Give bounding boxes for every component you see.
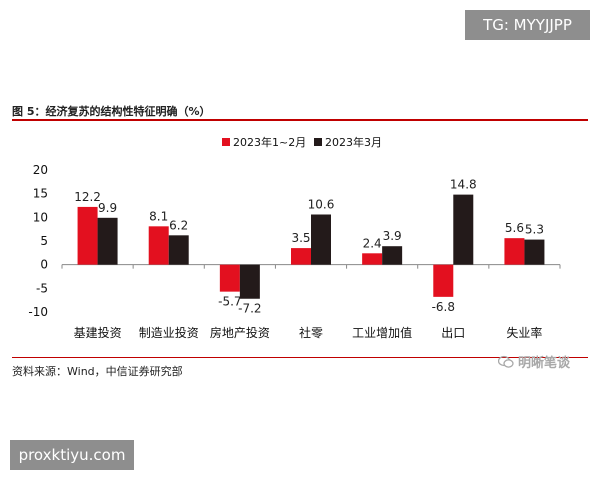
legend-swatch bbox=[314, 138, 322, 146]
data-label: 9.9 bbox=[98, 201, 117, 215]
title-divider bbox=[12, 119, 588, 121]
legend-swatch bbox=[222, 138, 230, 146]
data-label: -7.2 bbox=[238, 302, 261, 316]
category-label: 出口 bbox=[441, 326, 465, 340]
footer-divider bbox=[12, 357, 588, 358]
y-tick-label: 5 bbox=[40, 234, 48, 248]
category-label: 工业增加值 bbox=[352, 325, 412, 340]
category-label: 制造业投资 bbox=[139, 325, 199, 340]
bar bbox=[77, 206, 98, 265]
bar bbox=[311, 214, 331, 265]
y-tick-label: -10 bbox=[28, 305, 48, 319]
data-label: 6.2 bbox=[169, 218, 188, 232]
category-label: 社零 bbox=[299, 325, 323, 340]
legend-label: 2023年1~2月 bbox=[233, 135, 306, 149]
y-tick-label: 20 bbox=[33, 163, 48, 177]
watermark-bottom-badge: proxktiyu.com bbox=[10, 440, 134, 470]
bar bbox=[239, 264, 260, 299]
bar bbox=[524, 239, 545, 265]
data-label: 5.6 bbox=[505, 221, 524, 235]
bar bbox=[168, 235, 189, 265]
data-label: 3.5 bbox=[291, 231, 310, 245]
bar-chart: -10 -5 0 5 10 15 20 12.2 8.1 -5.7 3.5 2.4 -6.8 5.6 9.9… bbox=[28, 135, 561, 340]
category-label: 失业率 bbox=[506, 325, 542, 340]
data-label: -5.7 bbox=[218, 295, 241, 309]
y-tick-label: 15 bbox=[33, 187, 48, 201]
bar bbox=[362, 253, 383, 265]
watermark-top-badge: TG: MYYJJPP bbox=[465, 10, 590, 40]
data-label: 5.3 bbox=[525, 223, 544, 237]
bar bbox=[433, 264, 454, 297]
y-tick-label: -5 bbox=[36, 281, 48, 295]
bar bbox=[219, 264, 240, 292]
data-label: 8.1 bbox=[149, 209, 168, 223]
legend-label: 2023年3月 bbox=[325, 135, 382, 149]
y-tick-label: 0 bbox=[40, 258, 48, 272]
bar bbox=[453, 194, 474, 265]
data-label: 10.6 bbox=[308, 197, 335, 211]
wechat-icon bbox=[497, 355, 514, 369]
data-label: 2.4 bbox=[363, 236, 382, 250]
bar bbox=[291, 248, 311, 265]
data-label: -6.8 bbox=[432, 300, 455, 314]
wechat-watermark: 明晰笔谈 bbox=[497, 352, 571, 371]
wechat-label: 明晰笔谈 bbox=[518, 356, 571, 371]
bar bbox=[148, 226, 169, 265]
bar bbox=[97, 217, 118, 265]
data-label: 3.9 bbox=[383, 229, 402, 243]
category-label: 基建投资 bbox=[74, 325, 122, 340]
data-label: 14.8 bbox=[450, 178, 477, 192]
bar bbox=[382, 246, 403, 265]
source-note: 资料来源：Wind，中信证券研究部 bbox=[12, 365, 183, 378]
y-tick-label: 10 bbox=[33, 210, 48, 224]
figure-title: 图 5：经济复苏的结构性特征明确（%） bbox=[12, 105, 211, 118]
bar bbox=[504, 238, 525, 265]
category-label: 房地产投资 bbox=[210, 325, 270, 340]
data-label: 12.2 bbox=[74, 190, 101, 204]
